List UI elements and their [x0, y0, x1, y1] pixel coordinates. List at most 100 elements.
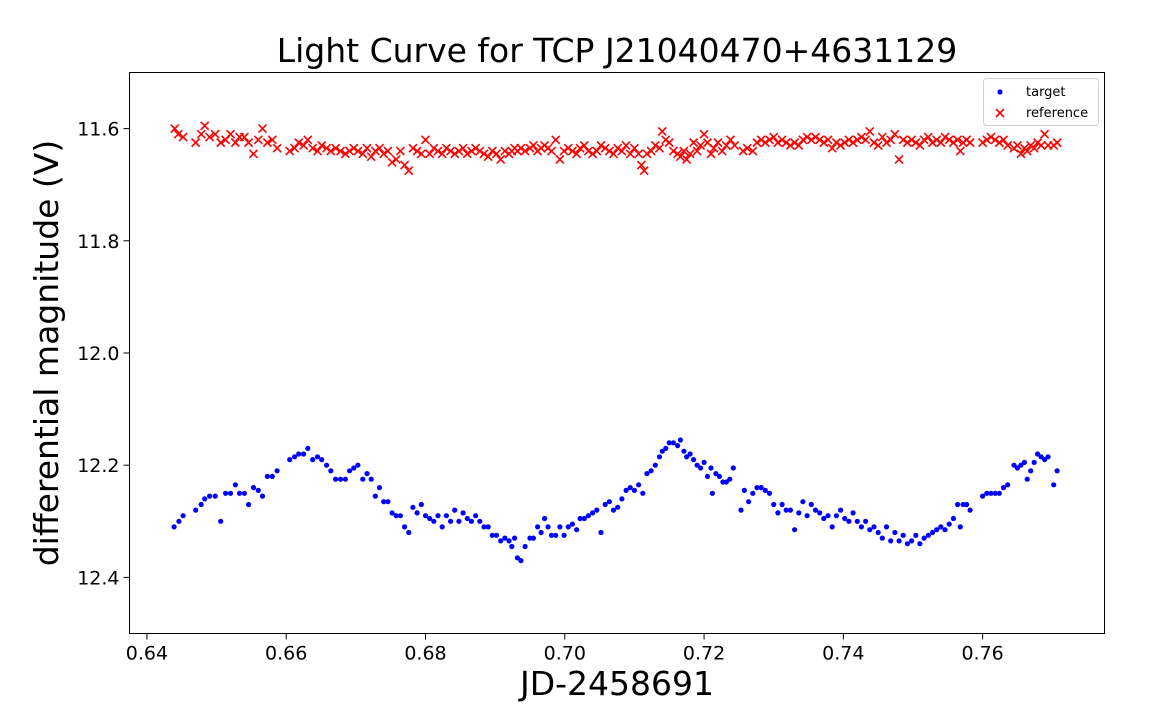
target-point	[310, 457, 316, 463]
y-tick-label: 12.4	[77, 567, 119, 589]
target-point	[896, 538, 902, 544]
reference-point	[1052, 138, 1062, 148]
target-point	[656, 454, 663, 460]
legend-reference-marker	[995, 108, 1005, 118]
target-point	[557, 524, 563, 530]
target-point	[730, 465, 736, 471]
reference-point	[289, 143, 300, 153]
target-point	[473, 513, 479, 519]
reference-point	[178, 132, 188, 142]
target-point	[360, 476, 366, 482]
target-point	[328, 468, 334, 474]
reference-point	[458, 143, 468, 153]
legend-reference-label: reference	[1026, 106, 1088, 121]
reference-point	[487, 146, 497, 156]
x-tick-label: 0.70	[544, 643, 586, 665]
target-point	[846, 518, 852, 524]
target-point	[746, 499, 752, 505]
reference-point	[629, 143, 639, 153]
reference-point	[823, 135, 833, 145]
reference-point	[1036, 140, 1046, 150]
target-point	[817, 510, 823, 516]
reference-point	[668, 146, 678, 156]
target-point	[738, 507, 744, 513]
target-point	[509, 543, 515, 550]
target-point	[838, 507, 844, 513]
target-point	[538, 529, 544, 536]
target-point	[698, 465, 704, 471]
target-point	[319, 457, 325, 463]
reference-point	[994, 138, 1004, 148]
reference-point	[267, 135, 277, 145]
reference-point	[990, 135, 1000, 145]
reference-point	[600, 143, 610, 153]
target-point	[577, 515, 583, 522]
reference-point	[654, 143, 665, 153]
reference-point	[948, 138, 958, 148]
target-point	[666, 440, 672, 446]
target-point	[1038, 454, 1044, 460]
reference-point	[873, 140, 883, 150]
target-point	[766, 490, 773, 496]
target-point	[750, 490, 756, 496]
target-point	[842, 515, 848, 522]
reference-point	[986, 132, 996, 142]
target-point	[1035, 451, 1041, 457]
target-point	[542, 515, 548, 522]
reference-point	[742, 143, 752, 153]
y-tick-label: 12.0	[77, 343, 119, 365]
target-point	[771, 501, 777, 508]
target-point	[1000, 485, 1007, 491]
reference-point	[496, 154, 506, 165]
target-point	[892, 529, 898, 536]
target-point	[176, 518, 182, 524]
reference-point	[331, 143, 341, 153]
target-point	[980, 493, 986, 499]
target-point	[468, 518, 474, 524]
target-point	[553, 532, 559, 538]
reference-point	[617, 146, 627, 156]
target-point	[439, 524, 445, 530]
reference-point	[248, 149, 259, 159]
reference-point	[583, 146, 594, 156]
target-point	[574, 527, 580, 533]
reference-point	[881, 138, 892, 148]
reference-point	[322, 143, 332, 153]
reference-point	[294, 138, 304, 148]
target-point	[808, 501, 814, 508]
target-point	[867, 527, 873, 533]
reference-point	[604, 146, 614, 156]
target-point	[565, 524, 571, 530]
reference-point	[827, 143, 837, 153]
reference-point	[634, 149, 644, 159]
reference-point	[869, 138, 879, 148]
target-point	[241, 490, 247, 496]
legend-box	[983, 78, 1099, 126]
reference-point	[383, 146, 393, 156]
target-point	[287, 457, 293, 463]
reference-point	[345, 146, 355, 156]
target-point	[193, 507, 199, 513]
reference-point	[500, 146, 510, 156]
y-tick-label: 11.8	[77, 231, 119, 253]
target-point	[292, 454, 298, 460]
reference-point	[613, 143, 623, 153]
reference-point	[491, 149, 502, 159]
target-point	[305, 445, 311, 451]
target-point	[787, 507, 794, 513]
target-point	[946, 521, 952, 527]
target-point	[372, 493, 378, 499]
target-point	[402, 524, 408, 530]
target-point	[812, 507, 819, 513]
target-point	[704, 473, 711, 479]
target-point	[709, 490, 716, 496]
reference-point	[575, 143, 585, 153]
reference-point	[353, 146, 363, 156]
target-point	[590, 510, 596, 516]
reference-point	[861, 135, 871, 145]
target-point	[663, 445, 669, 451]
target-point	[342, 476, 348, 482]
target-point	[955, 501, 961, 508]
